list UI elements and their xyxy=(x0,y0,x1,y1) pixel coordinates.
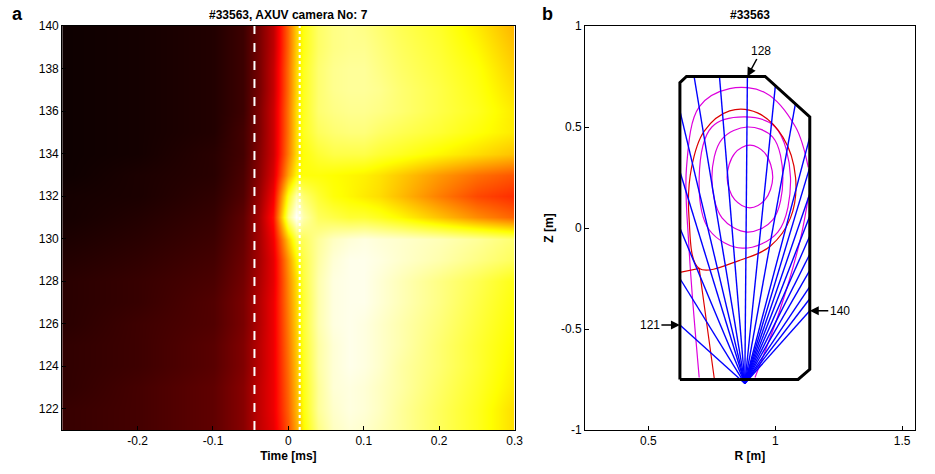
svg-text:134: 134 xyxy=(39,147,59,161)
svg-text:0.5: 0.5 xyxy=(640,434,657,448)
svg-text:Z [m]: Z [m] xyxy=(542,213,556,242)
svg-text:-0.2: -0.2 xyxy=(127,434,148,448)
svg-text:#33563: #33563 xyxy=(730,8,770,22)
svg-text:-0.1: -0.1 xyxy=(203,434,224,448)
svg-text:0.5: 0.5 xyxy=(565,120,582,134)
svg-text:126: 126 xyxy=(39,317,59,331)
svg-text:136: 136 xyxy=(39,104,59,118)
svg-text:0.3: 0.3 xyxy=(506,434,523,448)
svg-text:1: 1 xyxy=(575,19,582,33)
svg-text:138: 138 xyxy=(39,62,59,76)
svg-text:1: 1 xyxy=(772,434,779,448)
svg-text:1.5: 1.5 xyxy=(894,434,911,448)
svg-text:121: 121 xyxy=(640,318,660,332)
svg-text:0: 0 xyxy=(285,434,292,448)
svg-text:124: 124 xyxy=(39,359,59,373)
svg-text:-1: -1 xyxy=(571,423,582,437)
svg-text:R [m]: R [m] xyxy=(735,449,766,463)
svg-text:a: a xyxy=(12,4,23,24)
svg-text:122: 122 xyxy=(39,402,59,416)
svg-text:128: 128 xyxy=(751,44,771,58)
svg-text:128: 128 xyxy=(39,274,59,288)
svg-text:0.1: 0.1 xyxy=(355,434,372,448)
svg-text:130: 130 xyxy=(39,232,59,246)
svg-text:#33563, AXUV camera No: 7: #33563, AXUV camera No: 7 xyxy=(209,8,368,22)
svg-text:0: 0 xyxy=(575,221,582,235)
svg-text:0.2: 0.2 xyxy=(431,434,448,448)
svg-text:Time [ms]: Time [ms] xyxy=(260,449,316,463)
svg-text:140: 140 xyxy=(39,19,59,33)
svg-text:-0.5: -0.5 xyxy=(561,322,582,336)
svg-text:132: 132 xyxy=(39,189,59,203)
svg-text:b: b xyxy=(542,4,553,24)
svg-text:140: 140 xyxy=(830,304,850,318)
